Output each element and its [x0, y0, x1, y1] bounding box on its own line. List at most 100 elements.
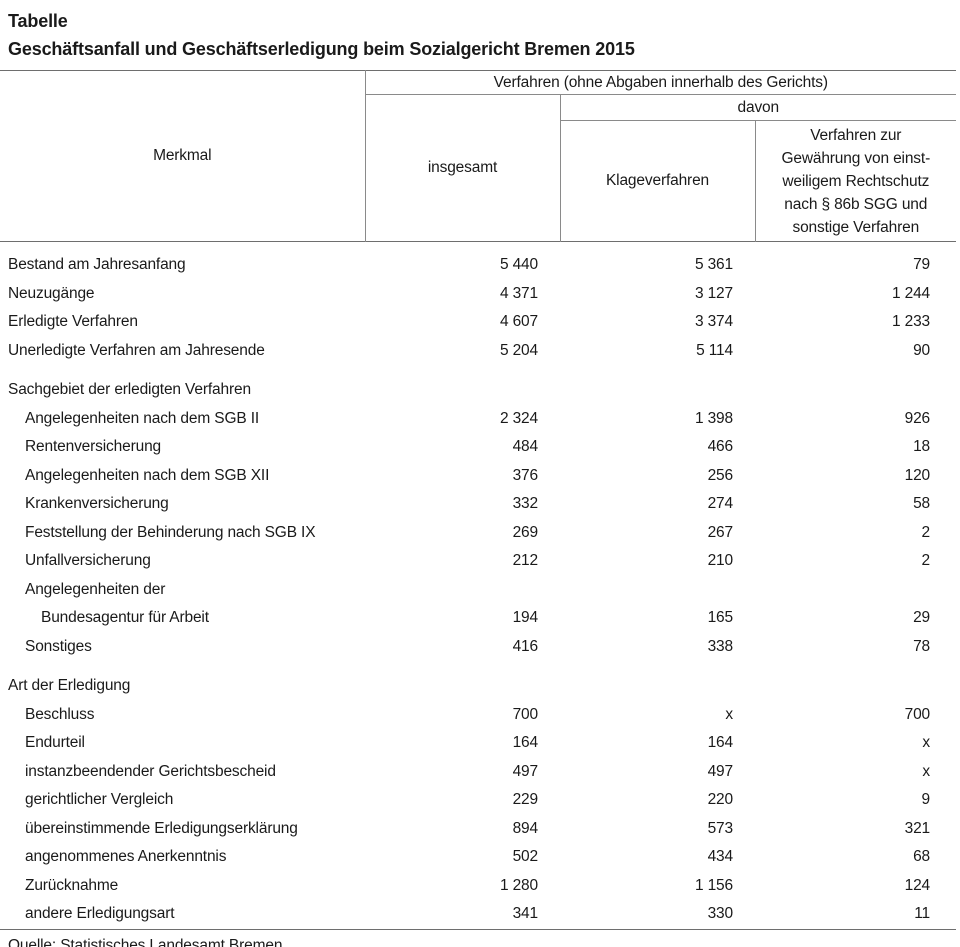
table-row: Zurücknahme 1 280 1 156 124: [0, 872, 956, 901]
cell-value: 338: [707, 637, 734, 655]
cell-value: [560, 576, 755, 605]
cell-value: 2: [921, 552, 931, 570]
cell-value: 210: [707, 552, 734, 570]
header-row-group: Merkmal Verfahren (ohne Abgaben innerhal…: [0, 70, 957, 242]
cell-value: 330: [707, 905, 734, 923]
cell-value: [755, 576, 956, 605]
cell-value: 466: [707, 438, 734, 456]
table-row: Beschluss 700 x 700: [0, 701, 956, 730]
table-row: Sonstiges 416 338 78: [0, 633, 956, 662]
cell-value: [560, 661, 755, 701]
column-header-klageverfahren: Klageverfahren: [560, 120, 756, 242]
cell-value: 220: [707, 791, 734, 809]
cell-value: 164: [512, 734, 539, 752]
cell-value: 164: [707, 734, 734, 752]
cell-value: 2 324: [499, 409, 538, 427]
row-label: Beschluss: [25, 705, 95, 723]
table-row: Unfallversicherung 212 210 2: [0, 547, 956, 576]
cell-value: 497: [707, 762, 734, 780]
row-label: Feststellung der Behinderung nach SGB IX: [25, 523, 316, 541]
cell-value: 269: [512, 523, 539, 541]
table-row: Angelegenheiten nach dem SGB XII 376 256 12…: [0, 462, 956, 491]
cell-value: 3 374: [694, 313, 733, 331]
table-header: Merkmal Verfahren (ohne Abgaben innerhal…: [0, 70, 957, 242]
cell-value: 194: [512, 609, 539, 627]
cell-value: 165: [707, 609, 734, 627]
row-label: Bestand am Jahresanfang: [8, 256, 186, 274]
cell-value: 1 244: [891, 284, 931, 302]
cell-value: 1 156: [694, 876, 733, 894]
cell-value: [755, 365, 956, 405]
cell-value: 9: [921, 791, 931, 809]
row-label: Angelegenheiten der: [25, 580, 166, 598]
table-row: Bestand am Jahresanfang 5 440 5 361 79: [0, 242, 956, 280]
cell-value: 5 440: [499, 256, 538, 274]
cell-value: 4 371: [499, 284, 538, 302]
row-label: Unerledigte Verfahren am Jahresende: [8, 341, 265, 359]
cell-value: 11: [914, 905, 931, 923]
cell-value: 5 361: [694, 256, 733, 274]
title-block: Tabelle Geschäftsanfall und Geschäftserl…: [0, 0, 960, 63]
column-header-rechtschutz: Verfahren zur Gewährung von einst- weili…: [781, 126, 931, 236]
table-body: Bestand am Jahresanfang 5 440 5 361 79 Neuzu…: [0, 242, 956, 930]
cell-value: 1 233: [891, 313, 931, 331]
row-label: Sachgebiet der erledigten Verfahren: [8, 381, 251, 399]
section-label-row: Sachgebiet der erledigten Verfahren: [0, 365, 956, 405]
cell-value: [365, 365, 560, 405]
cell-value: 5 114: [696, 341, 733, 359]
row-label: andere Erledigungsart: [25, 905, 175, 923]
cell-value: 3 127: [694, 284, 733, 302]
row-label: Zurücknahme: [25, 876, 119, 894]
cell-value: 894: [512, 819, 539, 837]
row-label: gerichtlicher Vergleich: [25, 791, 174, 809]
cell-value: 376: [512, 466, 539, 484]
cell-value: 1 280: [499, 876, 538, 894]
column-subgroup-header-davon: davon: [560, 94, 957, 121]
cell-value: [560, 365, 755, 405]
cell-value: 341: [512, 905, 539, 923]
row-label: Erledigte Verfahren: [8, 313, 138, 331]
row-label: angenommenes Anerkenntnis: [25, 848, 227, 866]
column-header-merkmal: Merkmal: [0, 70, 366, 242]
table-row: Erledigte Verfahren 4 607 3 374 1 233: [0, 308, 956, 337]
table-row: Angelegenheiten nach dem SGB II 2 324 1 39…: [0, 405, 956, 434]
cell-value: 332: [512, 495, 539, 513]
header-row-davon: insgesamt davon: [0, 94, 957, 242]
row-label: übereinstimmende Erledigungserklärung: [25, 819, 298, 837]
section-label-row: Angelegenheiten der: [0, 576, 956, 605]
cell-value: 78: [913, 637, 931, 655]
table-row: gerichtlicher Vergleich 229 220 9: [0, 786, 956, 815]
cell-value: 926: [904, 409, 931, 427]
row-label: Rentenversicherung: [25, 438, 162, 456]
table-row: Neuzugänge 4 371 3 127 1 244: [0, 280, 956, 309]
cell-value: x: [922, 734, 931, 752]
cell-value: 256: [707, 466, 734, 484]
table-row: Unerledigte Verfahren am Jahresende 5 204…: [0, 337, 956, 366]
cell-value: 274: [707, 495, 734, 513]
row-label: Angelegenheiten nach dem SGB II: [25, 409, 260, 427]
row-label: Bundesagentur für Arbeit: [41, 609, 209, 627]
cell-value: x: [922, 762, 931, 780]
cell-value: x: [725, 705, 733, 723]
cell-value: 124: [904, 876, 931, 894]
table-row: Rentenversicherung 484 466 18: [0, 433, 956, 462]
cell-value: 120: [904, 466, 931, 484]
cell-value: 416: [512, 637, 539, 655]
cell-value: 700: [904, 705, 931, 723]
column-group-header-verfahren: Verfahren (ohne Abgaben innerhalb des Ge…: [365, 70, 957, 95]
table-row: instanzbeendender Gerichtsbescheid 497 497…: [0, 758, 956, 787]
row-label: Sonstiges: [25, 637, 92, 655]
cell-value: 484: [512, 438, 539, 456]
table-row: Feststellung der Behinderung nach SGB IX…: [0, 519, 956, 548]
cell-value: 502: [512, 848, 539, 866]
statistics-table: Merkmal Verfahren (ohne Abgaben innerhal…: [0, 70, 957, 930]
row-label: Angelegenheiten nach dem SGB XII: [25, 466, 270, 484]
section-label-row: Art der Erledigung: [0, 661, 956, 701]
cell-value: 497: [512, 762, 539, 780]
row-label: Art der Erledigung: [8, 677, 131, 695]
cell-value: [365, 576, 560, 605]
table-row: andere Erledigungsart 341 330 11: [0, 900, 956, 929]
cell-value: 58: [913, 495, 931, 513]
cell-value: [755, 661, 956, 701]
row-label: Neuzugänge: [8, 284, 95, 302]
